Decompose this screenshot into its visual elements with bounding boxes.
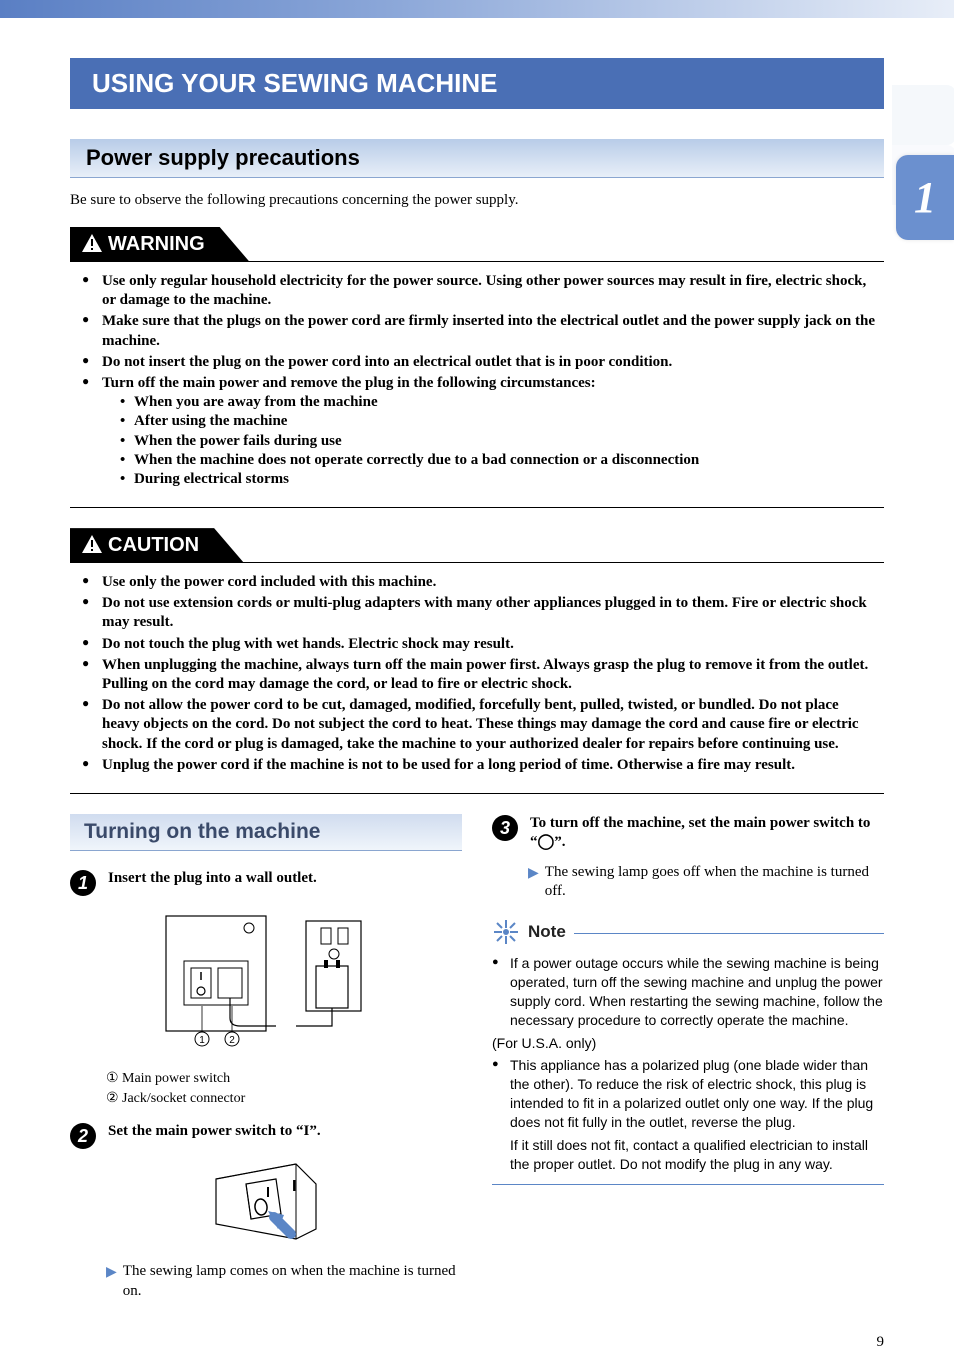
- result-marker-icon: ▶: [106, 1264, 117, 1282]
- step-1-text: Insert the plug into a wall outlet.: [108, 869, 317, 889]
- note-header-rule: [574, 933, 884, 934]
- warning-subitem: After using the machine: [120, 412, 876, 431]
- step-2-result: ▶ The sewing lamp comes on when the mach…: [106, 1262, 462, 1301]
- sparkle-icon: [492, 918, 520, 946]
- caution-item: Unplug the power cord if the machine is …: [80, 756, 876, 775]
- step-3-text: To turn off the machine, set the main po…: [530, 814, 884, 853]
- warning-subitem: When the machine does not operate correc…: [120, 451, 876, 470]
- warning-label: WARNING: [108, 233, 205, 255]
- caution-item: Do not use extension cords or multi-plug…: [80, 594, 876, 632]
- note-list: If a power outage occurs while the sewin…: [492, 954, 884, 1174]
- note-usa-label: (For U.S.A. only): [492, 1034, 884, 1053]
- caution-box-rule: [70, 793, 884, 794]
- note-item-continuation: If it still does not fit, contact a qual…: [492, 1136, 884, 1174]
- caution-item: Use only the power cord included with th…: [80, 573, 876, 592]
- warning-list: Use only regular household electricity f…: [70, 272, 884, 503]
- warning-item: Make sure that the plugs on the power co…: [80, 312, 876, 350]
- caution-label: CAUTION: [108, 534, 199, 556]
- figure-plug-outlet: 1 2: [70, 906, 462, 1061]
- section-intro-text: Be sure to observe the following precaut…: [70, 192, 884, 209]
- note-label: Note: [528, 922, 566, 942]
- caution-item: When unplugging the machine, always turn…: [80, 656, 876, 694]
- warning-item: Turn off the main power and remove the p…: [80, 374, 876, 489]
- section-title-power-precautions: Power supply precautions: [70, 139, 884, 178]
- step-number-badge: 3: [492, 815, 518, 841]
- step-2: 2 Set the main power switch to “I”.: [70, 1122, 462, 1149]
- note-header: Note: [492, 918, 884, 946]
- step-3: 3 To turn off the machine, set the main …: [492, 814, 884, 853]
- note-item: This appliance has a polarized plug (one…: [492, 1056, 884, 1132]
- warning-item-text: Turn off the main power and remove the p…: [102, 375, 596, 391]
- step-number-badge: 2: [70, 1123, 96, 1149]
- caution-header: CAUTION: [70, 528, 884, 563]
- callout-main-power-switch: Main power switch: [122, 1071, 230, 1086]
- warning-item: Use only regular household electricity f…: [80, 272, 876, 310]
- circled-1: ①: [106, 1069, 122, 1089]
- warning-header: WARNING: [70, 227, 884, 262]
- warning-subitem: When you are away from the machine: [120, 393, 876, 412]
- warning-item: Do not insert the plug on the power cord…: [80, 353, 876, 372]
- step-2-text: Set the main power switch to “I”.: [108, 1122, 321, 1142]
- warning-sublist: When you are away from the machine After…: [102, 393, 876, 489]
- note-end-rule: [492, 1184, 884, 1185]
- callout-jack-connector: Jack/socket connector: [122, 1091, 245, 1106]
- figure-1-callouts: ①Main power switch ②Jack/socket connecto…: [106, 1069, 462, 1108]
- caution-item: Do not touch the plug with wet hands. El…: [80, 635, 876, 654]
- figure-switch-on: I: [70, 1159, 462, 1254]
- step-1: 1 Insert the plug into a wall outlet.: [70, 869, 462, 896]
- caution-item: Do not allow the power cord to be cut, d…: [80, 696, 876, 754]
- step-number-badge: 1: [70, 870, 96, 896]
- section-title-turning-on: Turning on the machine: [70, 814, 462, 851]
- top-gradient-bar: [0, 0, 954, 18]
- step-3-result-text: The sewing lamp goes off when the machin…: [545, 863, 884, 902]
- warning-subitem: During electrical storms: [120, 470, 876, 489]
- svg-text:1: 1: [199, 1035, 205, 1046]
- warning-icon: [82, 234, 102, 252]
- page-number: 9: [877, 1334, 885, 1351]
- note-item: If a power outage occurs while the sewin…: [492, 954, 884, 1030]
- step-3-result: ▶ The sewing lamp goes off when the mach…: [528, 863, 884, 902]
- step-2-result-text: The sewing lamp comes on when the machin…: [123, 1262, 462, 1301]
- svg-text:I: I: [292, 1178, 296, 1195]
- warning-subitem: When the power fails during use: [120, 432, 876, 451]
- svg-text:2: 2: [229, 1035, 235, 1046]
- caution-icon: [82, 535, 102, 553]
- warning-box-rule: [70, 507, 884, 508]
- chapter-title-banner: USING YOUR SEWING MACHINE: [70, 58, 884, 109]
- caution-list: Use only the power cord included with th…: [70, 573, 884, 789]
- circled-2: ②: [106, 1089, 122, 1109]
- result-marker-icon: ▶: [528, 865, 539, 883]
